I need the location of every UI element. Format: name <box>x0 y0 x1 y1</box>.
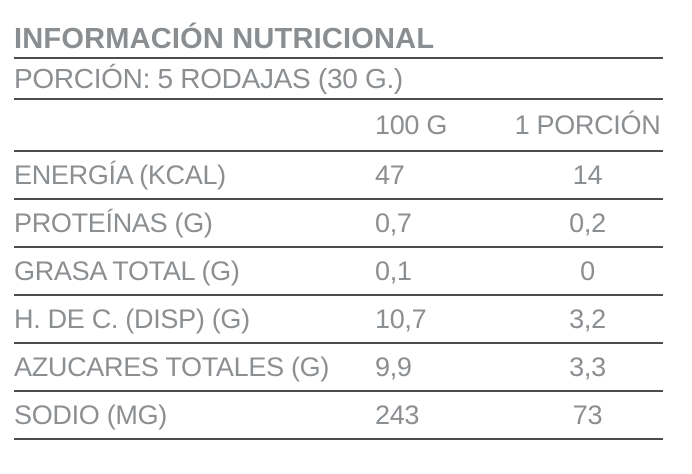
column-header-portion: 1 PORCIÓN <box>514 109 661 140</box>
value-per-portion: 3,2 <box>569 303 606 334</box>
value-per-portion: 14 <box>572 159 603 190</box>
table-row: SODIO (MG) 243 73 <box>14 392 663 440</box>
table-row: AZUCARES TOTALES (G) 9,9 3,3 <box>14 344 663 392</box>
serving-size-text: PORCIÓN: 5 RODAJAS (30 G.) <box>14 62 403 94</box>
nutrient-label: SODIO (MG) <box>14 399 167 430</box>
value-per-100g: 47 <box>375 159 405 190</box>
value-per-100g: 0,7 <box>375 207 412 238</box>
table-row: H. DE C. (DISP) (G) 10,7 3,2 <box>14 296 663 344</box>
value-per-100g: 9,9 <box>375 351 412 382</box>
table-row: ENERGÍA (KCAL) 47 14 <box>14 152 663 200</box>
nutrition-label: INFORMACIÓN NUTRICIONAL PORCIÓN: 5 RODAJ… <box>14 0 663 440</box>
value-per-portion: 73 <box>572 399 603 430</box>
value-per-portion: 0,2 <box>569 207 606 238</box>
column-header-row: 100 G 1 PORCIÓN <box>14 100 663 152</box>
nutrient-label: GRASA TOTAL (G) <box>14 255 240 286</box>
nutrient-label: ENERGÍA (KCAL) <box>14 159 226 190</box>
value-per-portion: 0 <box>580 255 595 286</box>
value-per-100g: 243 <box>375 399 420 430</box>
table-row: GRASA TOTAL (G) 0,1 0 <box>14 248 663 296</box>
nutrient-label: PROTEÍNAS (G) <box>14 207 213 238</box>
table-rows: ENERGÍA (KCAL) 47 14 PROTEÍNAS (G) 0,7 0… <box>14 152 663 440</box>
nutrient-label: H. DE C. (DISP) (G) <box>14 303 250 334</box>
table-row: PROTEÍNAS (G) 0,7 0,2 <box>14 200 663 248</box>
value-per-100g: 10,7 <box>375 303 427 334</box>
page-title: INFORMACIÓN NUTRICIONAL <box>14 23 435 55</box>
column-header-100g: 100 G <box>375 109 448 140</box>
serving-row: PORCIÓN: 5 RODAJAS (30 G.) <box>14 59 663 100</box>
nutrient-label: AZUCARES TOTALES (G) <box>14 351 330 382</box>
value-per-100g: 0,1 <box>375 255 412 286</box>
title-block: INFORMACIÓN NUTRICIONAL <box>14 0 663 59</box>
value-per-portion: 3,3 <box>569 351 606 382</box>
